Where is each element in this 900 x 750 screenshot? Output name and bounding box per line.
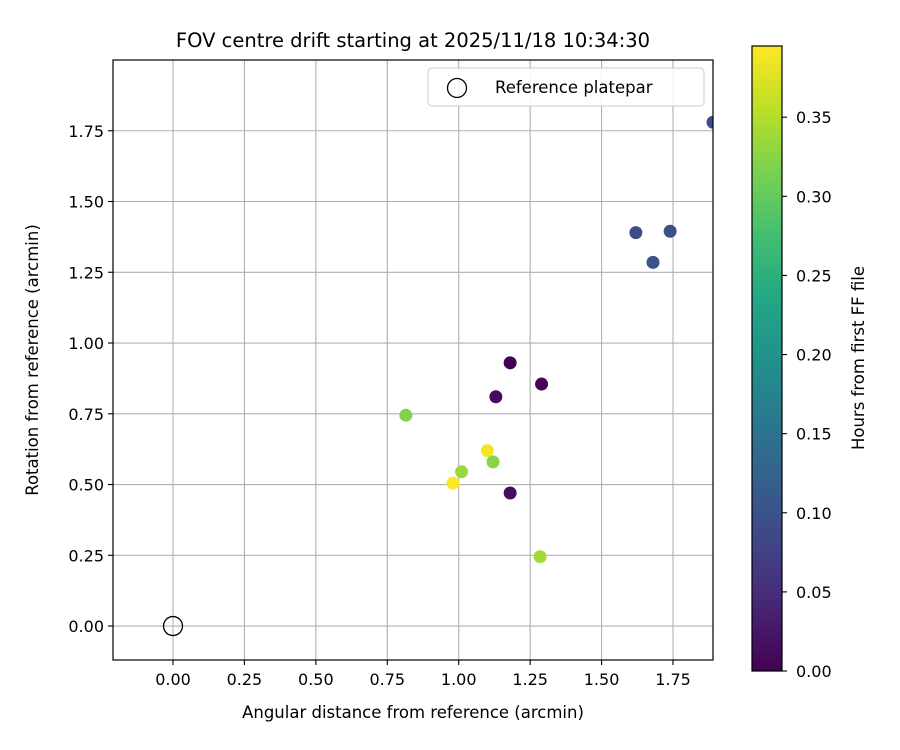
data-point — [489, 390, 503, 404]
colorbar-ticks: 0.00 0.05 0.10 0.15 0.20 0.25 0.30 0.35 — [782, 108, 832, 681]
legend-box — [427, 67, 705, 107]
x-tick-label: 0.00 — [155, 670, 191, 689]
colorbar: 0.00 0.05 0.10 0.15 0.20 0.25 0.30 0.35 Hours f… — [751, 45, 868, 681]
colorbar-tick-label: 0.30 — [796, 187, 832, 206]
legend: Reference platepar — [427, 67, 705, 107]
legend-marker-reference — [446, 77, 468, 99]
data-point — [455, 465, 469, 479]
chart-title: FOV centre drift starting at 2025/11/18 … — [176, 29, 650, 52]
x-axis-label: Angular distance from reference (arcmin) — [242, 703, 584, 722]
data-point — [446, 476, 460, 490]
y-tick-label: 0.75 — [68, 405, 104, 424]
y-tick-label: 0.50 — [68, 476, 104, 495]
data-point — [646, 255, 660, 269]
colorbar-tick-label: 0.35 — [796, 108, 832, 127]
x-tick-label: 0.50 — [298, 670, 334, 689]
data-point — [503, 356, 517, 370]
colorbar-tick-label: 0.00 — [796, 662, 832, 681]
x-tick-label: 1.50 — [584, 670, 620, 689]
data-point — [535, 377, 549, 391]
reference-layer — [162, 615, 184, 637]
y-tick-label: 0.25 — [68, 546, 104, 565]
x-axis-ticks: 0.00 0.25 0.50 0.75 1.00 1.25 1.50 1.75 — [155, 660, 691, 689]
colorbar-tick-label: 0.25 — [796, 266, 832, 285]
x-tick-label: 1.00 — [441, 670, 477, 689]
colorbar-label: Hours from first FF file — [849, 266, 868, 450]
colorbar-gradient — [752, 46, 782, 671]
data-point — [706, 115, 713, 129]
x-tick-label: 0.25 — [227, 670, 263, 689]
y-tick-label: 1.75 — [68, 122, 104, 141]
data-point — [533, 550, 547, 564]
colorbar-tick-label: 0.10 — [796, 504, 832, 523]
colorbar-tick-label: 0.15 — [796, 425, 832, 444]
y-tick-label: 1.25 — [68, 263, 104, 282]
data-point — [480, 444, 494, 458]
y-axis-ticks: 0.00 0.25 0.50 0.75 1.00 1.25 1.50 1.75 — [68, 122, 113, 636]
y-tick-label: 1.50 — [68, 193, 104, 212]
legend-label-reference: Reference platepar — [495, 78, 653, 97]
data-point — [663, 224, 677, 238]
axes-frame — [112, 59, 714, 661]
data-point — [629, 226, 643, 240]
data-point — [399, 408, 413, 422]
data-points — [399, 115, 713, 564]
x-tick-label: 0.75 — [369, 670, 405, 689]
colorbar-tick-label: 0.20 — [796, 346, 832, 365]
colorbar-frame — [751, 45, 783, 672]
y-tick-label: 1.00 — [68, 334, 104, 353]
colorbar-tick-label: 0.05 — [796, 583, 832, 602]
data-point — [503, 486, 517, 500]
y-axis-label: Rotation from reference (arcmin) — [23, 224, 42, 496]
x-gridlines — [172, 60, 674, 660]
y-gridlines — [113, 130, 713, 627]
reference-marker — [162, 615, 184, 637]
x-tick-label: 1.25 — [512, 670, 548, 689]
y-tick-label: 0.00 — [68, 617, 104, 636]
x-tick-label: 1.75 — [655, 670, 691, 689]
data-point — [486, 455, 500, 469]
plot-area — [113, 60, 713, 660]
